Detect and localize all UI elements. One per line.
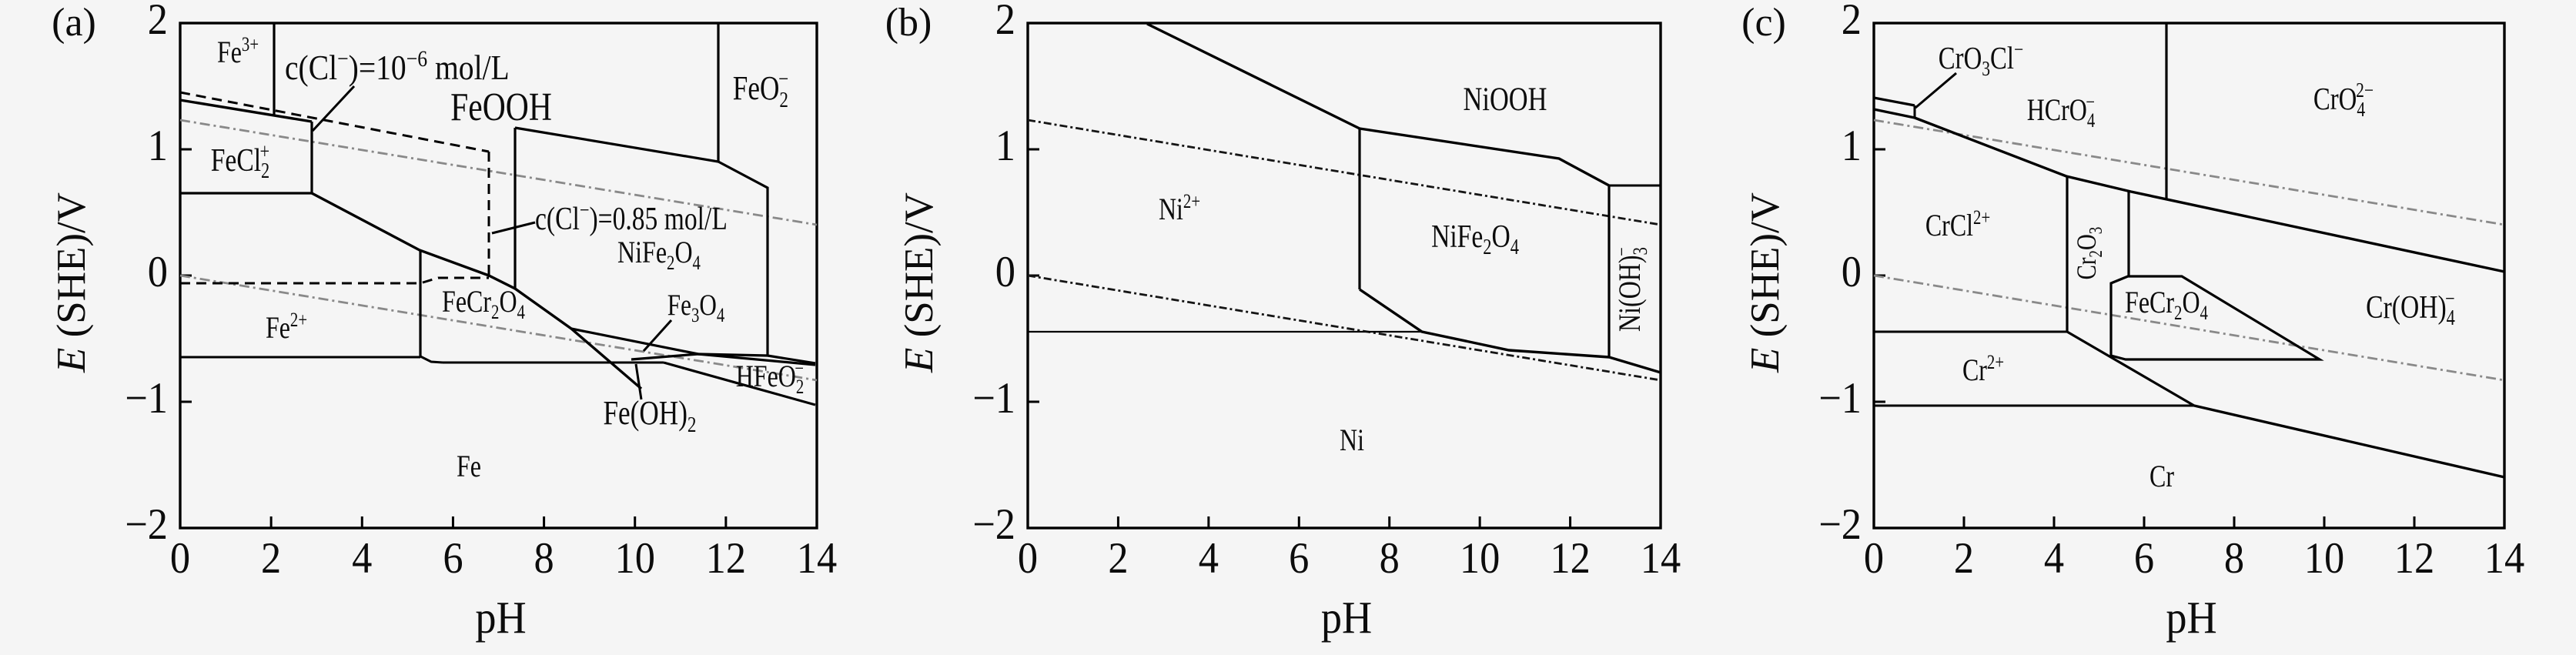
svg-text:0: 0 [170, 533, 190, 582]
svg-text:c(Cl−)=10−6 mol/L: c(Cl−)=10−6 mol/L [285, 46, 510, 87]
svg-text:4: 4 [352, 533, 372, 582]
svg-text:FeOOH: FeOOH [450, 85, 552, 129]
svg-text:0: 0 [1864, 533, 1884, 582]
svg-text:10: 10 [2304, 533, 2344, 582]
svg-text:Fe3+: Fe3+ [217, 34, 259, 69]
svg-text:14: 14 [1641, 533, 1681, 582]
svg-text:12: 12 [706, 533, 746, 582]
svg-text:4: 4 [2044, 533, 2064, 582]
svg-text:CrO42−: CrO42− [2313, 79, 2374, 122]
svg-text:−2: −2 [125, 500, 168, 548]
svg-text:FeCl2+: FeCl2+ [211, 140, 270, 183]
svg-text:Fe3O4: Fe3O4 [667, 289, 725, 327]
svg-text:−1: −1 [972, 373, 1015, 422]
svg-text:Cr: Cr [2149, 460, 2174, 493]
svg-text:NiFe2O4: NiFe2O4 [617, 236, 701, 275]
svg-text:FeO2−: FeO2− [733, 67, 788, 112]
svg-text:Fe2+: Fe2+ [266, 309, 307, 345]
svg-text:NiFe2O4: NiFe2O4 [1431, 219, 1519, 259]
svg-text:1: 1 [148, 121, 168, 169]
svg-text:10: 10 [615, 533, 655, 582]
svg-text:FeCr2O4: FeCr2O4 [442, 285, 525, 324]
svg-text:HFeO2−: HFeO2− [736, 358, 805, 399]
svg-text:(c): (c) [1741, 1, 1786, 45]
svg-text:CrO3Cl−: CrO3Cl− [1939, 38, 2023, 81]
svg-text:HCrO4−: HCrO4− [2027, 92, 2096, 132]
svg-text:−1: −1 [1818, 373, 1862, 422]
svg-text:Fe: Fe [457, 449, 481, 483]
svg-text:10: 10 [1460, 533, 1500, 582]
svg-text:6: 6 [2134, 533, 2154, 582]
svg-text:Cr2+: Cr2+ [1962, 352, 2004, 387]
svg-text:pH: pH [475, 593, 526, 643]
svg-text:1: 1 [1842, 121, 1862, 169]
svg-text:−1: −1 [125, 373, 168, 422]
svg-text:pH: pH [2166, 593, 2216, 643]
svg-text:Ni2+: Ni2+ [1159, 191, 1200, 226]
svg-text:E (SHE)/V: E (SHE)/V [49, 192, 94, 373]
svg-text:pH: pH [1321, 593, 1372, 643]
svg-text:0: 0 [148, 247, 168, 296]
svg-text:Cr2O3: Cr2O3 [2072, 226, 2106, 279]
svg-text:2: 2 [1954, 533, 1974, 582]
svg-text:(a): (a) [52, 1, 96, 45]
svg-text:2: 2 [1842, 0, 1862, 43]
svg-text:12: 12 [2394, 533, 2434, 582]
svg-text:2: 2 [1108, 533, 1128, 582]
svg-text:14: 14 [797, 533, 837, 582]
svg-text:NiOOH: NiOOH [1464, 81, 1547, 117]
svg-text:0: 0 [1842, 247, 1862, 296]
svg-text:c(Cl−)=0.85 mol/L: c(Cl−)=0.85 mol/L [535, 199, 728, 237]
svg-text:(b): (b) [885, 1, 932, 45]
svg-text:0: 0 [1018, 533, 1038, 582]
svg-text:Ni(OH)3−: Ni(OH)3− [1611, 247, 1652, 332]
svg-text:−2: −2 [1818, 500, 1862, 548]
svg-text:E (SHE)/V: E (SHE)/V [1743, 192, 1788, 373]
svg-text:Fe(OH)2: Fe(OH)2 [603, 393, 696, 436]
svg-text:CrCl2+: CrCl2+ [1925, 207, 1990, 242]
svg-text:6: 6 [1289, 533, 1309, 582]
svg-text:8: 8 [534, 533, 554, 582]
svg-text:2: 2 [148, 0, 168, 43]
svg-text:6: 6 [443, 533, 463, 582]
svg-text:1: 1 [995, 121, 1015, 169]
svg-text:Ni: Ni [1340, 423, 1364, 457]
svg-text:−2: −2 [972, 500, 1015, 548]
svg-text:2: 2 [261, 533, 281, 582]
svg-text:8: 8 [1380, 533, 1400, 582]
svg-text:14: 14 [2484, 533, 2524, 582]
svg-text:4: 4 [1199, 533, 1219, 582]
svg-text:Cr(OH)4−: Cr(OH)4− [2366, 287, 2455, 330]
svg-text:FeCr2O4: FeCr2O4 [2125, 286, 2208, 325]
svg-text:0: 0 [995, 247, 1015, 296]
svg-text:2: 2 [995, 0, 1015, 43]
svg-text:E (SHE)/V: E (SHE)/V [897, 192, 942, 373]
svg-text:8: 8 [2224, 533, 2244, 582]
svg-text:12: 12 [1550, 533, 1590, 582]
